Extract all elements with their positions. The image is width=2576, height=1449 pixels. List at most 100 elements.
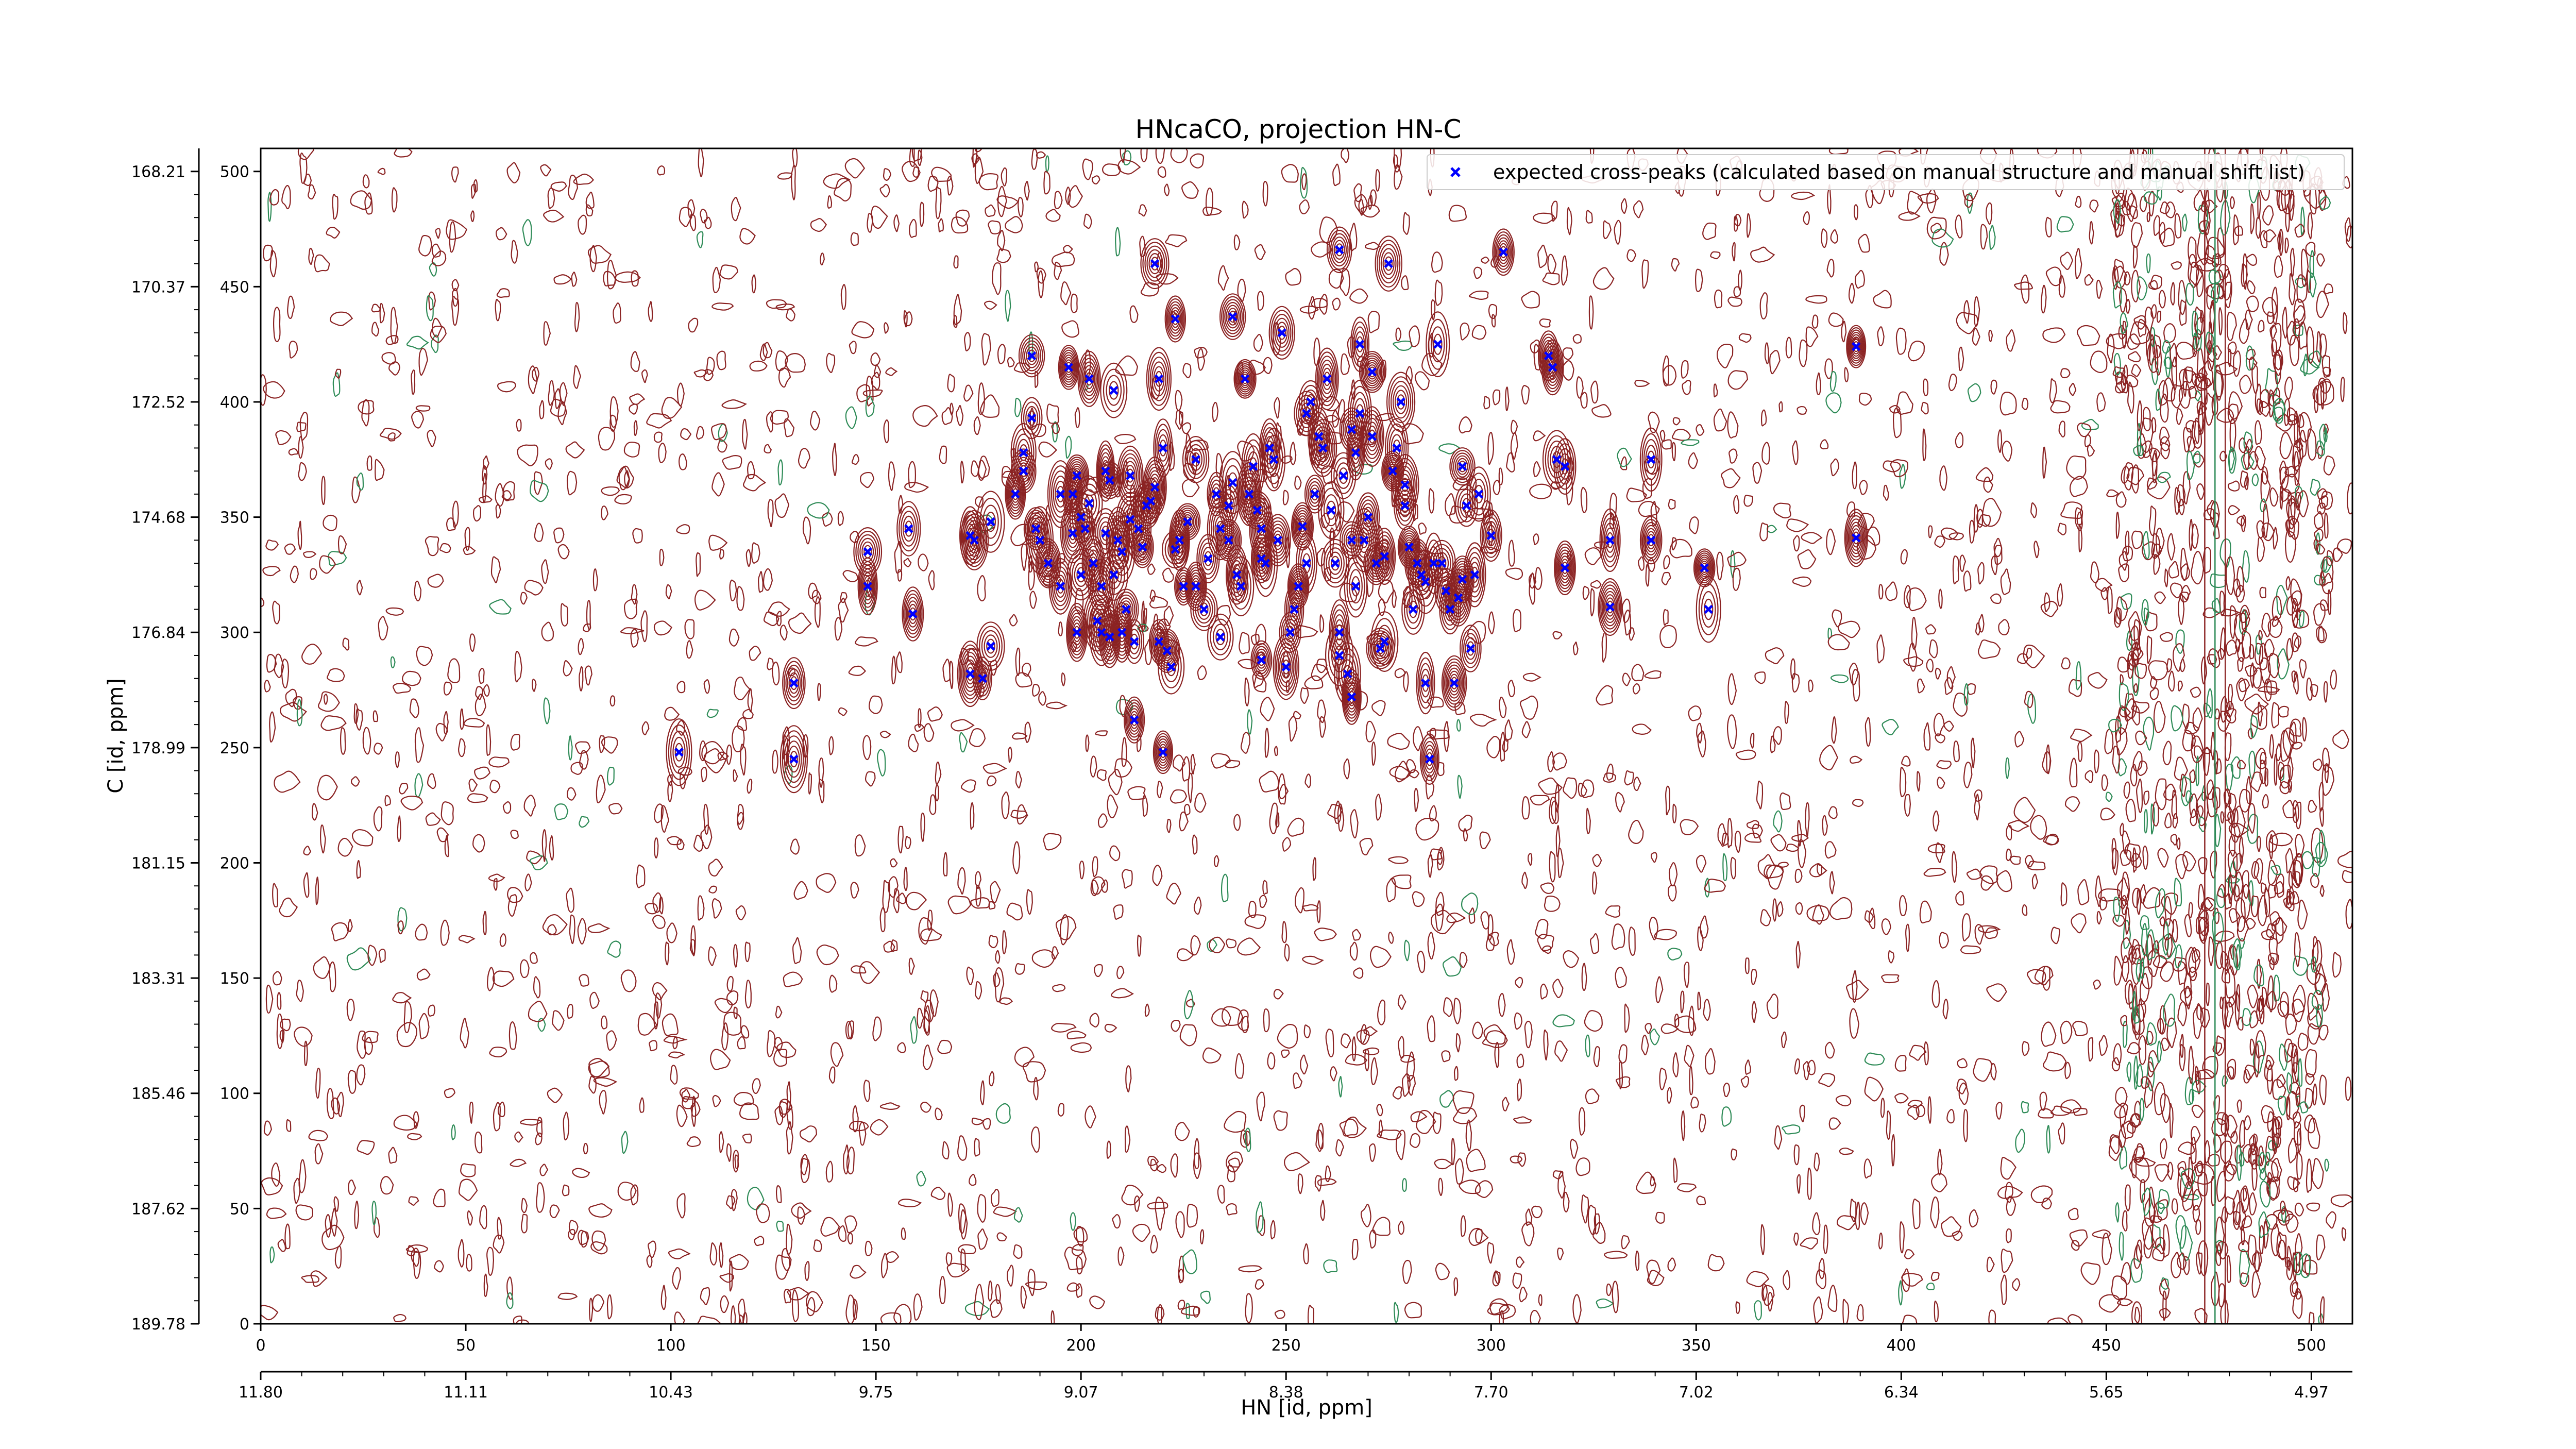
noise-contour <box>2127 1042 2141 1055</box>
noise-contour <box>1139 235 1146 258</box>
noise-contour <box>550 181 567 192</box>
noise-contour <box>2006 329 2016 352</box>
noise-contour <box>737 1036 746 1050</box>
stripe-contour <box>2128 625 2139 650</box>
stripe-contour <box>2286 321 2297 346</box>
noise-contour <box>997 186 1007 217</box>
noise-contour <box>1906 587 1927 612</box>
noise-contour <box>356 472 364 491</box>
stripe-contour <box>2179 1225 2193 1261</box>
noise-contour <box>1530 795 1550 806</box>
noise-contour <box>1746 213 1751 238</box>
noise-contour <box>1472 1021 1483 1039</box>
noise-contour <box>1535 919 1549 939</box>
noise-contour <box>495 298 501 322</box>
noise-contour <box>1816 1269 1827 1289</box>
noise-contour <box>927 706 943 722</box>
noise-contour <box>1121 737 1127 767</box>
noise-contour <box>2038 1108 2055 1119</box>
noise-contour <box>1848 282 1855 304</box>
noise-contour <box>1995 1102 2003 1120</box>
noise-contour <box>1735 1301 1740 1314</box>
noise-contour <box>660 805 670 833</box>
noise-contour <box>1766 993 1778 1019</box>
noise-contour <box>680 428 692 441</box>
noise-contour <box>676 720 686 736</box>
noise-contour <box>1966 868 1983 880</box>
noise-contour <box>1469 714 1497 727</box>
stripe-contour <box>2293 671 2299 695</box>
noise-contour <box>337 535 347 554</box>
noise-contour <box>1594 1213 1601 1235</box>
noise-contour <box>2005 757 2010 779</box>
noise-contour <box>840 284 846 310</box>
noise-contour <box>2145 611 2158 632</box>
noise-contour <box>1458 815 1473 832</box>
noise-contour <box>2321 572 2334 595</box>
noise-contour <box>1807 1059 1816 1075</box>
noise-contour <box>870 352 881 366</box>
noise-contour <box>1463 828 1468 841</box>
noise-contour <box>615 271 641 283</box>
noise-contour <box>2267 617 2283 638</box>
noise-contour <box>1929 639 1938 659</box>
noise-contour <box>1360 1204 1371 1227</box>
noise-contour <box>935 186 942 220</box>
stripe-contour <box>2248 750 2256 779</box>
noise-contour <box>1812 904 1824 925</box>
noise-contour <box>2061 657 2071 670</box>
noise-contour <box>457 1239 465 1268</box>
noise-contour <box>970 802 975 830</box>
noise-contour <box>2171 356 2178 391</box>
noise-contour <box>1721 832 1730 846</box>
noise-contour <box>1319 614 1325 633</box>
noise-contour <box>1202 207 1223 216</box>
noise-contour <box>1282 490 1289 506</box>
stripe-contour <box>2271 1157 2282 1182</box>
noise-contour <box>281 184 291 210</box>
noise-contour <box>775 1005 783 1019</box>
noise-contour <box>331 1097 341 1115</box>
noise-contour <box>1043 833 1062 851</box>
noise-contour <box>579 816 590 828</box>
noise-contour <box>1863 1158 1873 1179</box>
noise-contour <box>1727 411 1739 439</box>
noise-contour <box>862 735 872 761</box>
noise-contour <box>2183 1256 2190 1275</box>
noise-contour <box>2044 592 2050 613</box>
noise-contour <box>1858 233 1870 253</box>
noise-contour <box>413 1251 421 1279</box>
stripe-contour <box>2318 1024 2329 1041</box>
noise-contour <box>588 1075 597 1094</box>
noise-contour <box>1013 1244 1023 1259</box>
noise-contour <box>1453 1107 1478 1124</box>
noise-contour <box>2064 1062 2072 1080</box>
noise-contour <box>1300 687 1309 704</box>
noise-contour <box>1487 1302 1511 1316</box>
stripe-contour <box>2174 878 2182 906</box>
noise-contour <box>2269 832 2293 847</box>
stripe-contour <box>2225 764 2233 791</box>
noise-contour <box>1728 448 1738 464</box>
noise-contour <box>2293 609 2310 629</box>
noise-contour <box>1696 424 1705 436</box>
noise-contour <box>601 486 620 496</box>
noise-contour <box>1563 777 1578 799</box>
stripe-contour <box>2236 1144 2242 1181</box>
noise-contour <box>1793 1144 1800 1166</box>
noise-contour <box>825 1160 834 1183</box>
noise-contour <box>326 1088 334 1119</box>
noise-contour <box>432 317 443 338</box>
noise-contour <box>1001 167 1008 187</box>
noise-contour <box>415 923 428 941</box>
noise-contour <box>694 589 716 611</box>
noise-contour <box>1669 538 1692 559</box>
noise-contour <box>937 1039 953 1054</box>
noise-contour <box>1117 159 1141 175</box>
noise-contour <box>2145 1031 2154 1046</box>
noise-contour <box>749 646 761 661</box>
stripe-contour <box>2219 627 2226 659</box>
noise-contour <box>1508 540 1515 567</box>
noise-contour <box>1452 1090 1475 1114</box>
noise-contour <box>1972 328 1980 346</box>
